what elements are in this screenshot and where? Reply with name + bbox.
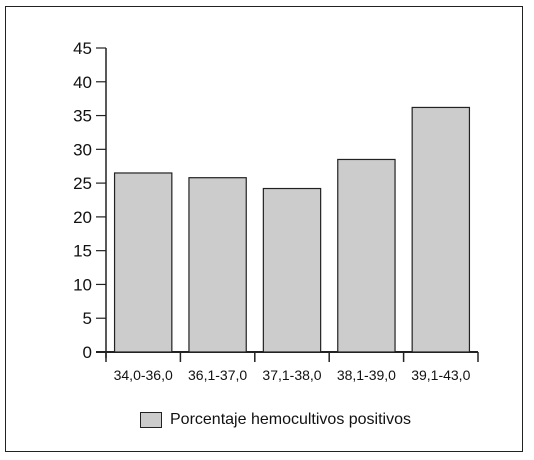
bar: [188, 177, 247, 353]
legend-label: Porcentaje hemocultivos positivos: [170, 411, 412, 428]
y-tick-label: 35: [73, 107, 92, 126]
bar: [337, 158, 396, 353]
y-tick-label: 10: [73, 275, 92, 294]
y-tick-label: 20: [73, 208, 92, 227]
bar: [411, 106, 471, 353]
x-tick-label: 36,1-37,0: [188, 367, 247, 383]
bar: [113, 172, 173, 353]
y-tick-label: 30: [73, 140, 92, 159]
chart-frame: [5, 6, 523, 452]
legend-swatch: [140, 412, 162, 428]
y-tick-label: 15: [73, 242, 92, 261]
y-tick-label: 45: [73, 39, 92, 58]
x-tick-label: 37,1-38,0: [262, 367, 321, 383]
y-tick-label: 40: [73, 73, 92, 92]
bar: [262, 187, 322, 353]
x-tick-label: 38,1-39,0: [337, 367, 396, 383]
y-tick-label: 5: [83, 309, 92, 328]
x-tick-label: 39,1-43,0: [411, 367, 470, 383]
legend: Porcentaje hemocultivos positivos: [140, 409, 411, 431]
y-tick-label: 25: [73, 174, 92, 193]
y-tick-label: 0: [83, 343, 92, 362]
x-tick-label: 34,0-36,0: [114, 367, 173, 383]
